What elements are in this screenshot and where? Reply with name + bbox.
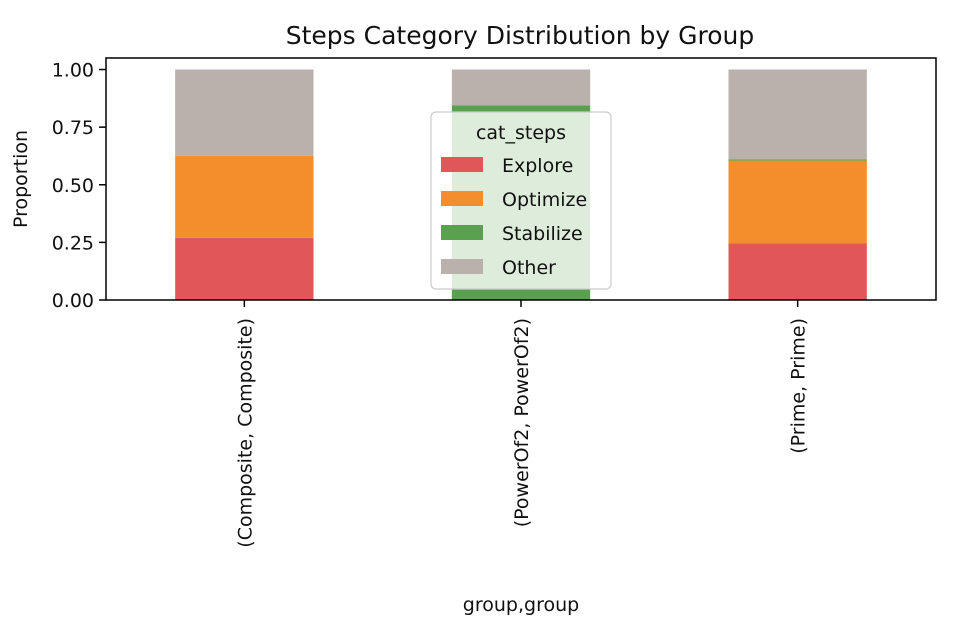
x-tick-label-2: (Prime, Prime) bbox=[788, 318, 810, 454]
y-tick-label-4: 1.00 bbox=[52, 60, 94, 82]
y-tick-label-2: 0.50 bbox=[52, 175, 94, 197]
y-tick-label-1: 0.25 bbox=[52, 232, 94, 254]
plot-frame bbox=[105, 57, 937, 301]
legend: cat_steps Explore Optimize Stabilize Other bbox=[430, 111, 612, 290]
legend-title: cat_steps bbox=[476, 122, 566, 144]
legend-swatch-optimize bbox=[441, 191, 483, 206]
y-axis-label: Proportion bbox=[10, 130, 32, 228]
y-axis: 0.00 0.25 0.50 0.75 1.00 bbox=[52, 60, 106, 312]
bar-optimize-0 bbox=[175, 155, 314, 238]
legend-label-stabilize: Stabilize bbox=[502, 223, 583, 245]
bar-other-1 bbox=[451, 69, 591, 106]
bar-stabilize-2 bbox=[728, 159, 867, 161]
legend-label-other: Other bbox=[502, 257, 556, 279]
bar-other-2 bbox=[728, 69, 867, 160]
legend-swatch-stabilize bbox=[441, 225, 483, 240]
legend-label-explore: Explore bbox=[502, 155, 573, 177]
x-tick-label-0: (Composite, Composite) bbox=[234, 318, 256, 548]
y-tick-label-3: 0.75 bbox=[52, 117, 94, 139]
bar-optimize-2 bbox=[728, 160, 867, 244]
y-tick-label-0: 0.00 bbox=[52, 290, 94, 312]
bar-other-0 bbox=[175, 69, 314, 156]
x-axis: (Composite, Composite) (PowerOf2, PowerOf… bbox=[234, 300, 810, 548]
chart-title: Steps Category Distribution by Group bbox=[286, 21, 755, 50]
legend-swatch-other bbox=[441, 259, 483, 274]
legend-swatch-explore bbox=[441, 157, 483, 172]
x-tick-label-1: (PowerOf2, PowerOf2) bbox=[511, 318, 533, 527]
x-axis-label: group,group bbox=[463, 594, 579, 616]
bar-explore-0 bbox=[175, 237, 314, 300]
legend-label-optimize: Optimize bbox=[502, 189, 587, 211]
legend-box bbox=[430, 111, 612, 290]
bar-explore-2 bbox=[728, 243, 867, 300]
